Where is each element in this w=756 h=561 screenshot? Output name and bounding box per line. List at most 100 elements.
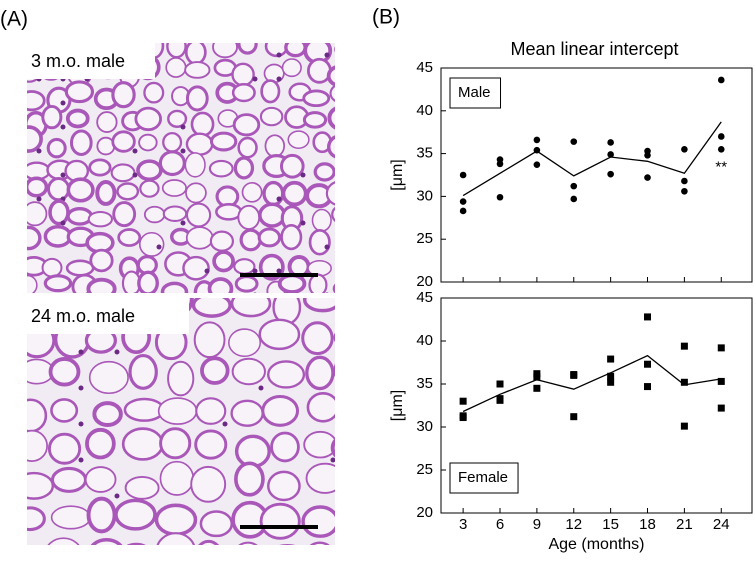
y-tick-label: 45	[416, 59, 433, 76]
point	[680, 422, 688, 430]
alveolus	[313, 162, 335, 182]
alveolus	[305, 355, 335, 391]
x-tick-label: 9	[533, 516, 541, 533]
alveolus	[231, 82, 256, 103]
alveolus	[302, 298, 335, 313]
alveolus	[27, 471, 55, 500]
alveolus	[228, 328, 262, 358]
legend: Female	[449, 462, 519, 494]
alveolus	[302, 89, 331, 108]
point	[533, 384, 541, 392]
y-tick-label: 20	[416, 273, 433, 290]
alveolus	[199, 510, 234, 538]
alveolus	[209, 131, 238, 152]
alveolus	[308, 273, 328, 293]
alveolus	[86, 277, 117, 293]
alveolus	[308, 228, 331, 256]
alveolus	[167, 360, 195, 397]
nucleus	[276, 268, 282, 274]
point	[607, 170, 614, 178]
alveolus	[158, 150, 186, 177]
alveolus	[209, 230, 235, 252]
nucleus	[36, 148, 42, 154]
alveolus	[231, 357, 266, 386]
alveolus	[27, 398, 48, 433]
point	[533, 136, 541, 144]
alveolus	[329, 84, 335, 102]
point	[644, 313, 652, 321]
point	[570, 413, 578, 421]
alveolus	[185, 132, 214, 156]
alveolus	[138, 231, 165, 257]
alveolus	[237, 204, 261, 230]
nucleus	[276, 196, 282, 202]
nucleus	[156, 244, 162, 250]
alveolus	[327, 106, 335, 130]
alveolus	[194, 429, 228, 460]
nucleus	[132, 172, 138, 178]
alveolus	[333, 332, 335, 343]
alveolus	[193, 321, 226, 359]
alveolus	[111, 81, 136, 109]
alveolus	[165, 57, 187, 78]
point	[533, 146, 541, 154]
image-caption: 3 m.o. male	[31, 51, 125, 71]
point	[717, 404, 725, 412]
alveolus	[200, 356, 230, 385]
alveolus	[305, 462, 335, 494]
alveolus	[124, 475, 160, 500]
alveolus	[267, 470, 301, 502]
alveolus	[114, 498, 157, 531]
nucleus	[300, 220, 306, 226]
nucleus	[349, 269, 354, 274]
alveolus	[117, 228, 142, 247]
alveolus	[27, 358, 55, 385]
alveolus	[48, 199, 70, 226]
alveolus	[257, 227, 282, 248]
alveolus	[279, 544, 296, 545]
alveolus	[337, 158, 358, 175]
point	[681, 187, 688, 195]
alveolus	[184, 43, 207, 66]
point	[717, 146, 725, 153]
alveolus	[88, 158, 112, 177]
nucleus	[133, 292, 137, 293]
alveolus	[154, 503, 198, 537]
alveolus	[65, 108, 90, 129]
alveolus	[46, 137, 67, 159]
nucleus	[114, 349, 120, 355]
alveolus	[27, 274, 38, 293]
point	[570, 138, 578, 145]
x-tick-label: 18	[639, 516, 656, 533]
legend: Male	[449, 77, 502, 109]
alveolus	[50, 398, 79, 423]
alveolus	[89, 248, 114, 273]
alveolus	[190, 465, 227, 503]
point	[570, 182, 578, 190]
nucleus	[349, 173, 354, 178]
nucleus	[300, 172, 306, 178]
nucleus	[60, 172, 66, 178]
y-tick-label: 30	[416, 187, 433, 204]
point	[644, 360, 652, 368]
alveolus	[138, 133, 158, 152]
point	[607, 372, 615, 380]
alveoli	[27, 43, 358, 293]
alveolus	[47, 537, 80, 545]
nucleus	[324, 52, 330, 58]
alveolus	[281, 58, 302, 78]
y-tick-label: 35	[416, 375, 433, 392]
nucleus	[367, 350, 372, 355]
point	[459, 198, 467, 205]
x-tick-label: 3	[459, 516, 467, 533]
alveolus	[65, 259, 95, 277]
alveolus	[277, 273, 307, 293]
point	[681, 177, 688, 185]
alveolus	[143, 81, 165, 104]
alveolus	[264, 134, 286, 158]
alveolus	[121, 427, 164, 461]
alveolus	[166, 43, 187, 59]
alveolus	[331, 206, 335, 223]
alveolus	[185, 202, 212, 228]
alveolus	[258, 202, 287, 228]
